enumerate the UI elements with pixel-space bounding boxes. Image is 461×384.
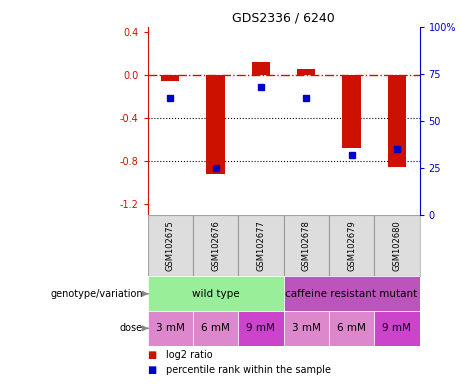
Text: 6 mM: 6 mM (337, 323, 366, 333)
Text: log2 ratio: log2 ratio (166, 350, 213, 360)
Text: 9 mM: 9 mM (383, 323, 411, 333)
Bar (284, 215, 329, 276)
Bar (238, 215, 284, 276)
Bar (193, 215, 238, 276)
Text: wild type: wild type (192, 289, 239, 299)
Text: genotype/variation: genotype/variation (50, 289, 143, 299)
Bar (161, 75, 179, 81)
Text: GSM102676: GSM102676 (211, 220, 220, 271)
Text: dose: dose (120, 323, 143, 333)
Bar (207, 75, 225, 174)
Text: GSM102679: GSM102679 (347, 220, 356, 271)
Bar (252, 62, 270, 75)
Text: GSM102677: GSM102677 (256, 220, 266, 271)
Text: GSM102680: GSM102680 (392, 220, 402, 271)
Text: ■: ■ (148, 365, 157, 375)
Bar (148, 215, 193, 276)
Bar (329, 215, 374, 276)
Text: ■: ■ (148, 350, 157, 360)
Bar (374, 311, 420, 346)
Bar (374, 215, 420, 276)
Bar (148, 276, 284, 311)
Title: GDS2336 / 6240: GDS2336 / 6240 (232, 11, 335, 24)
Bar (297, 69, 315, 75)
Text: GSM102678: GSM102678 (301, 220, 311, 271)
Bar (284, 276, 420, 311)
Bar (148, 311, 193, 346)
Bar (343, 75, 361, 148)
Text: 9 mM: 9 mM (247, 323, 275, 333)
Bar (193, 311, 238, 346)
Text: 3 mM: 3 mM (156, 323, 184, 333)
Bar (388, 75, 406, 167)
Bar (238, 311, 284, 346)
Bar (284, 311, 329, 346)
Text: GSM102675: GSM102675 (165, 220, 175, 271)
Text: 6 mM: 6 mM (201, 323, 230, 333)
Text: caffeine resistant mutant: caffeine resistant mutant (285, 289, 418, 299)
Bar (329, 311, 374, 346)
Text: 3 mM: 3 mM (292, 323, 320, 333)
Text: percentile rank within the sample: percentile rank within the sample (166, 365, 331, 375)
